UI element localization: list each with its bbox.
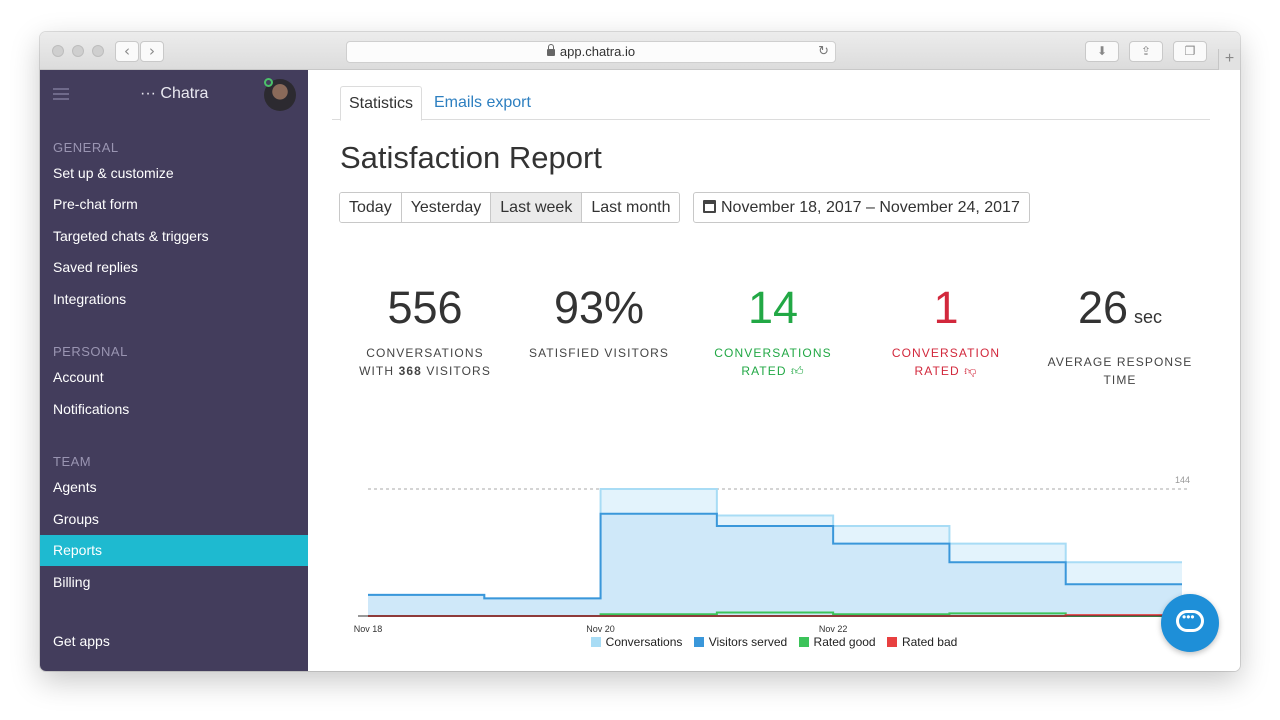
back-icon[interactable]: ‹ — [115, 41, 139, 62]
lock-icon — [546, 44, 555, 56]
close-window-button[interactable] — [52, 45, 64, 57]
sidebar-item-setup[interactable]: Set up & customize — [53, 165, 174, 181]
brand-name: ··· Chatra — [140, 85, 209, 102]
sidebar-item-targeted-chats[interactable]: Targeted chats & triggers — [53, 228, 209, 244]
legend-item-visitors-served[interactable]: Visitors served — [693, 635, 788, 649]
sidebar-item-billing[interactable]: Billing — [53, 574, 91, 590]
legend-label-rated-good: Rated good — [813, 635, 876, 649]
stat-conversations-with: WITH — [359, 364, 395, 378]
main-content: Statistics Emails export Satisfaction Re… — [308, 70, 1240, 671]
stat-conversations-label: CONVERSATIONS WITH 368 VISITORS — [340, 344, 510, 380]
forward-icon[interactable]: › — [140, 41, 164, 62]
stat-satisfied: 93% SATISFIED VISITORS — [514, 280, 684, 362]
range-selector: Today Yesterday Last week Last month — [339, 192, 681, 223]
legend-label-conversations: Conversations — [605, 635, 683, 649]
page-title: Satisfaction Report — [340, 140, 602, 175]
sidebar-item-groups[interactable]: Groups — [53, 511, 99, 527]
report-tabs: Statistics Emails export — [332, 86, 1210, 121]
stat-conversations-visitors: VISITORS — [426, 364, 491, 378]
stat-response-number: 26 — [1077, 282, 1129, 333]
x-tick-label: Nov 20 — [586, 624, 615, 634]
stat-rated-bad-line2: RATED 👎︎ — [914, 364, 978, 378]
stat-response-line1: AVERAGE RESPONSE — [1047, 355, 1193, 369]
stat-rated-bad-label: CONVERSATION RATED 👎︎ — [861, 344, 1031, 380]
range-last-month-button[interactable]: Last month — [582, 193, 680, 222]
series-line-visitors-served — [368, 512, 1182, 600]
legend-label-rated-bad: Rated bad — [901, 635, 958, 649]
range-today-button[interactable]: Today — [340, 193, 402, 222]
tab-statistics[interactable]: Statistics — [340, 86, 423, 121]
stat-conversations: 556 CONVERSATIONS WITH 368 VISITORS — [340, 280, 510, 380]
stat-satisfied-label: SATISFIED VISITORS — [528, 346, 670, 360]
address-url: app.chatra.io — [559, 44, 636, 59]
reload-icon[interactable]: ↻ — [818, 44, 829, 59]
browser-window: ‹ › app.chatra.io ↻ ⬇ ⇪ ❐ + ··· Chatra G… — [40, 32, 1240, 671]
online-status-icon — [264, 78, 273, 87]
stat-visitors-count: 368 — [398, 364, 422, 378]
stat-satisfied-value: 93% — [553, 282, 645, 333]
downloads-icon[interactable]: ⬇ — [1085, 41, 1119, 62]
tabs-overview-icon[interactable]: ❐ — [1173, 41, 1207, 62]
minimize-window-button[interactable] — [72, 45, 84, 57]
tab-emails-export[interactable]: Emails export — [434, 94, 531, 111]
stat-rated-good-label: CONVERSATIONS RATED 👍︎ — [688, 344, 858, 380]
stat-response-value: 26 sec — [1035, 280, 1205, 345]
legend-label-visitors-served: Visitors served — [708, 635, 788, 649]
legend-swatch-rated-bad — [886, 637, 897, 647]
sidebar-item-account[interactable]: Account — [53, 369, 104, 385]
calendar-icon — [703, 200, 716, 213]
sidebar-item-get-apps[interactable]: Get apps — [53, 633, 110, 649]
new-tab-button[interactable]: + — [1218, 49, 1240, 70]
x-tick-label: Nov 22 — [819, 624, 848, 634]
share-icon[interactable]: ⇪ — [1129, 41, 1163, 62]
x-tick-label: Nov 18 — [354, 624, 383, 634]
chart-legend: Conversations Visitors served Rated good… — [308, 635, 1240, 649]
legend-item-rated-good[interactable]: Rated good — [798, 635, 876, 649]
sidebar-item-reports[interactable]: Reports — [40, 535, 308, 566]
date-range-text: November 18, 2017 – November 24, 2017 — [721, 199, 1020, 216]
stat-response-unit: sec — [1134, 307, 1163, 327]
stat-rated-bad: 1 CONVERSATION RATED 👎︎ — [861, 280, 1031, 380]
section-general: GENERAL — [53, 140, 119, 155]
sidebar-item-prechat-form[interactable]: Pre-chat form — [53, 196, 138, 212]
stat-rated-good: 14 CONVERSATIONS RATED 👍︎ — [688, 280, 858, 380]
legend-swatch-conversations — [590, 637, 601, 647]
sidebar-item-integrations[interactable]: Integrations — [53, 291, 127, 307]
address-bar[interactable]: app.chatra.io ↻ — [346, 41, 836, 63]
sidebar-item-saved-replies[interactable]: Saved replies — [53, 259, 138, 275]
legend-swatch-visitors-served — [693, 637, 704, 647]
chart-max-label: 144 — [1175, 475, 1190, 485]
chat-bubble-icon — [1176, 610, 1204, 632]
legend-swatch-rated-good — [798, 637, 809, 647]
stat-conversations-line1: CONVERSATIONS — [366, 346, 484, 360]
stat-rated-good-line1: CONVERSATIONS — [714, 346, 832, 360]
legend-item-conversations[interactable]: Conversations — [590, 635, 683, 649]
range-last-week-button[interactable]: Last week — [491, 193, 583, 222]
zoom-window-button[interactable] — [92, 45, 104, 57]
sidebar: ··· Chatra GENERAL Set up & customize Pr… — [40, 70, 308, 671]
stat-rated-good-line2: RATED 👍︎ — [741, 364, 805, 378]
stat-conversations-value: 556 — [387, 282, 463, 333]
browser-toolbar: ‹ › app.chatra.io ↻ ⬇ ⇪ ❐ + — [40, 32, 1240, 70]
stat-response-line2: TIME — [1103, 373, 1137, 387]
menu-icon[interactable] — [53, 88, 69, 100]
range-yesterday-button[interactable]: Yesterday — [401, 193, 492, 222]
legend-item-rated-bad[interactable]: Rated bad — [886, 635, 958, 649]
date-range-picker[interactable]: November 18, 2017 – November 24, 2017 — [693, 192, 1030, 223]
series-area-visitors-served — [368, 513, 1182, 616]
stat-rated-bad-value: 1 — [933, 282, 959, 333]
sidebar-item-agents[interactable]: Agents — [53, 479, 97, 495]
sidebar-item-notifications[interactable]: Notifications — [53, 401, 130, 417]
section-team: TEAM — [53, 454, 92, 469]
section-personal: PERSONAL — [53, 344, 128, 359]
stat-response-time: 26 sec AVERAGE RESPONSE TIME — [1035, 280, 1205, 389]
stat-rated-bad-line1: CONVERSATION — [891, 346, 1001, 360]
stat-response-label: AVERAGE RESPONSE TIME — [1035, 353, 1205, 389]
stat-rated-good-value: 14 — [747, 282, 799, 333]
chat-widget-button[interactable] — [1161, 594, 1219, 652]
